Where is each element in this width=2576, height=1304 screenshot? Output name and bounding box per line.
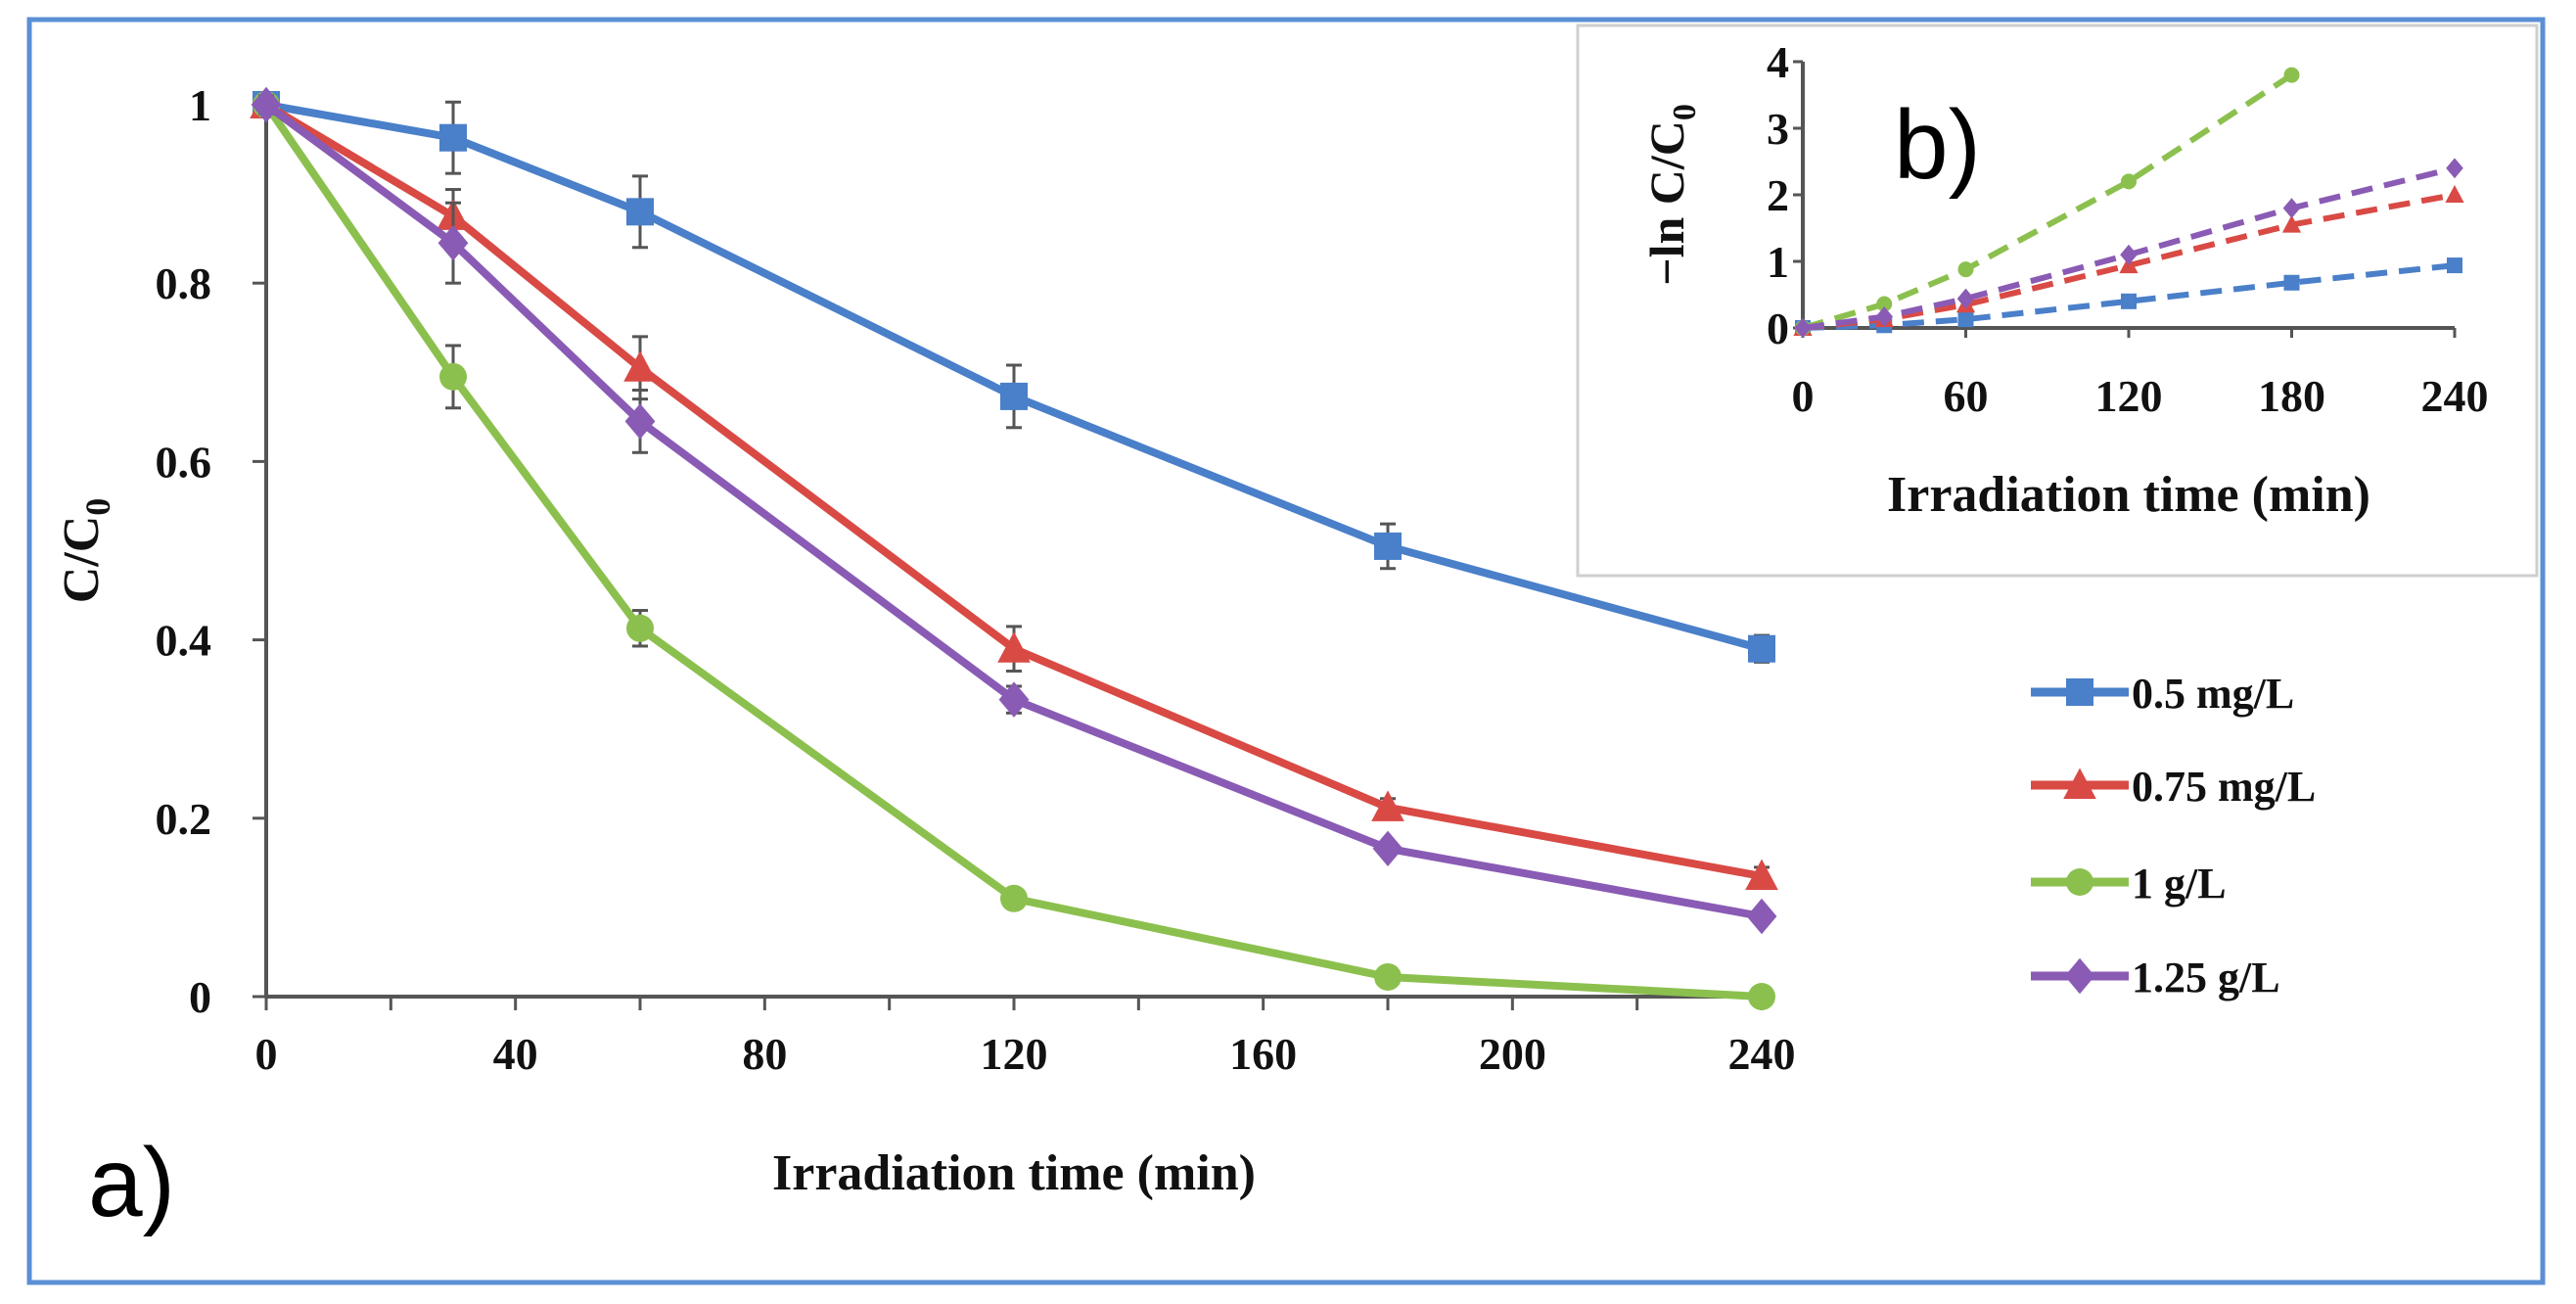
inset-series-line (1802, 164, 2456, 331)
x-tick-label: 160 (1229, 1029, 1297, 1079)
data-point (998, 681, 1030, 718)
inset-data-point (1794, 317, 1812, 339)
panel-label-b: b) (1894, 90, 1981, 200)
inset-data-point (2446, 158, 2463, 179)
data-point (1374, 962, 1402, 991)
data-point (1000, 382, 1028, 410)
data-point (1374, 532, 1402, 560)
inset-x-axis-title: Irradiation time (min) (1887, 467, 2370, 523)
chart-b-inset: 0 60 120 180 240 0 1 2 3 4 Irradiation time (min) −… (1576, 23, 2539, 578)
legend-marker (2066, 678, 2093, 706)
legend-label: 1 g/L (2132, 860, 2227, 908)
inset-data-point (2445, 185, 2464, 203)
inset-y-axis-title: −ln C/C0 (1639, 104, 1703, 286)
legend-marker (2064, 957, 2095, 995)
chart-a: 0 40 80 120 160 200 24000.20.40.60.81Irradiati… (54, 80, 2316, 1237)
data-point (439, 123, 467, 152)
x-tick-label: 0 (255, 1029, 278, 1079)
series-line (265, 101, 1764, 653)
inset-x-tick-label: 120 (2095, 371, 2163, 421)
x-tick-label: 240 (1728, 1029, 1796, 1079)
x-tick-label: 40 (493, 1029, 538, 1079)
inset-data-point (2281, 214, 2302, 233)
inset-x-tick-label: 240 (2421, 371, 2489, 421)
data-point (1746, 898, 1777, 935)
legend-item: 0.5 mg/L (2031, 670, 2294, 718)
inset-x-tick-label: 0 (1792, 371, 1815, 421)
y-tick-label: 0.2 (156, 794, 212, 844)
series-1-25-g-L (251, 86, 1777, 935)
data-point (623, 350, 657, 382)
x-tick-label: 80 (742, 1029, 787, 1079)
y-axis-title-text: C/C0 (54, 498, 117, 604)
inset-y-axis-title-sub: 0 (1667, 104, 1703, 120)
inset-data-point (2283, 274, 2300, 291)
inset-y-axis-title-main: −ln C/C (1639, 120, 1694, 286)
y-axis-title-main: C/C (54, 516, 110, 604)
series-line (262, 102, 1763, 1001)
series-line (263, 101, 1763, 880)
inset-y-tick-label: 0 (1767, 303, 1789, 353)
inset-y-tick-label: 3 (1767, 104, 1789, 154)
y-tick-label: 0 (189, 972, 211, 1022)
y-axis-title-sub: 0 (78, 498, 117, 516)
inset-data-point (1876, 296, 1893, 312)
legend: 0.5 mg/L 0.75 mg/L 1 g/L 1.25 g/L (2031, 670, 2316, 1001)
inset-y-tick-label: 1 (1767, 237, 1789, 287)
inset-data-point (2447, 257, 2462, 274)
x-tick-label: 200 (1479, 1029, 1546, 1079)
data-point (626, 198, 654, 226)
legend-label: 0.5 mg/L (2132, 670, 2294, 718)
inset-data-point (1957, 311, 1974, 328)
inset-y-axis-title-text: −ln C/C0 (1639, 104, 1703, 286)
inset-data-point (1957, 261, 1974, 278)
inset-y-tick-label: 4 (1767, 37, 1789, 87)
inset-data-point (2121, 173, 2137, 190)
legend-label: 0.75 mg/L (2132, 763, 2316, 811)
inset-data-point (1875, 306, 1894, 327)
inset-x-tick-label: 180 (2258, 371, 2325, 421)
y-tick-label: 0.8 (156, 258, 212, 308)
data-point (1000, 884, 1028, 912)
data-point (437, 225, 469, 261)
data-point (626, 614, 654, 642)
legend-item: 0.75 mg/L (2031, 763, 2316, 811)
x-tick-label: 120 (981, 1029, 1048, 1079)
series-line (263, 101, 1763, 920)
data-point (1372, 830, 1403, 866)
y-tick-label: 0.4 (156, 616, 212, 666)
legend-marker (2066, 868, 2093, 896)
inset-series-line (1802, 262, 2456, 331)
inset-frame (1576, 23, 2539, 578)
y-axis-title: C/C0 (54, 498, 117, 604)
data-point (439, 362, 467, 391)
panel-label-a: a) (88, 1128, 175, 1237)
legend-item: 1 g/L (2031, 860, 2227, 908)
data-point (251, 86, 282, 123)
inset-x-tick-label: 60 (1944, 371, 1989, 421)
legend-label: 1.25 g/L (2132, 954, 2280, 1001)
y-tick-label: 1 (189, 80, 211, 130)
data-point (1371, 790, 1404, 821)
data-point (1745, 859, 1778, 891)
inset-data-point (2121, 293, 2137, 309)
legend-item: 1.25 g/L (2031, 954, 2280, 1001)
data-point (624, 403, 656, 440)
inset-data-point (2120, 244, 2138, 265)
inset-data-point (2283, 67, 2300, 83)
data-point (1748, 983, 1775, 1010)
data-point (1748, 634, 1775, 663)
legend-marker (2063, 768, 2096, 799)
x-axis-title: Irradiation time (min) (772, 1145, 1256, 1201)
data-point (997, 631, 1031, 663)
inset-data-point (2282, 198, 2301, 218)
y-tick-label: 0.6 (156, 437, 212, 487)
inset-y-tick-label: 2 (1767, 170, 1789, 220)
inset-series-1-25-g-L (1794, 158, 2463, 339)
inset-data-point (1956, 288, 1975, 309)
